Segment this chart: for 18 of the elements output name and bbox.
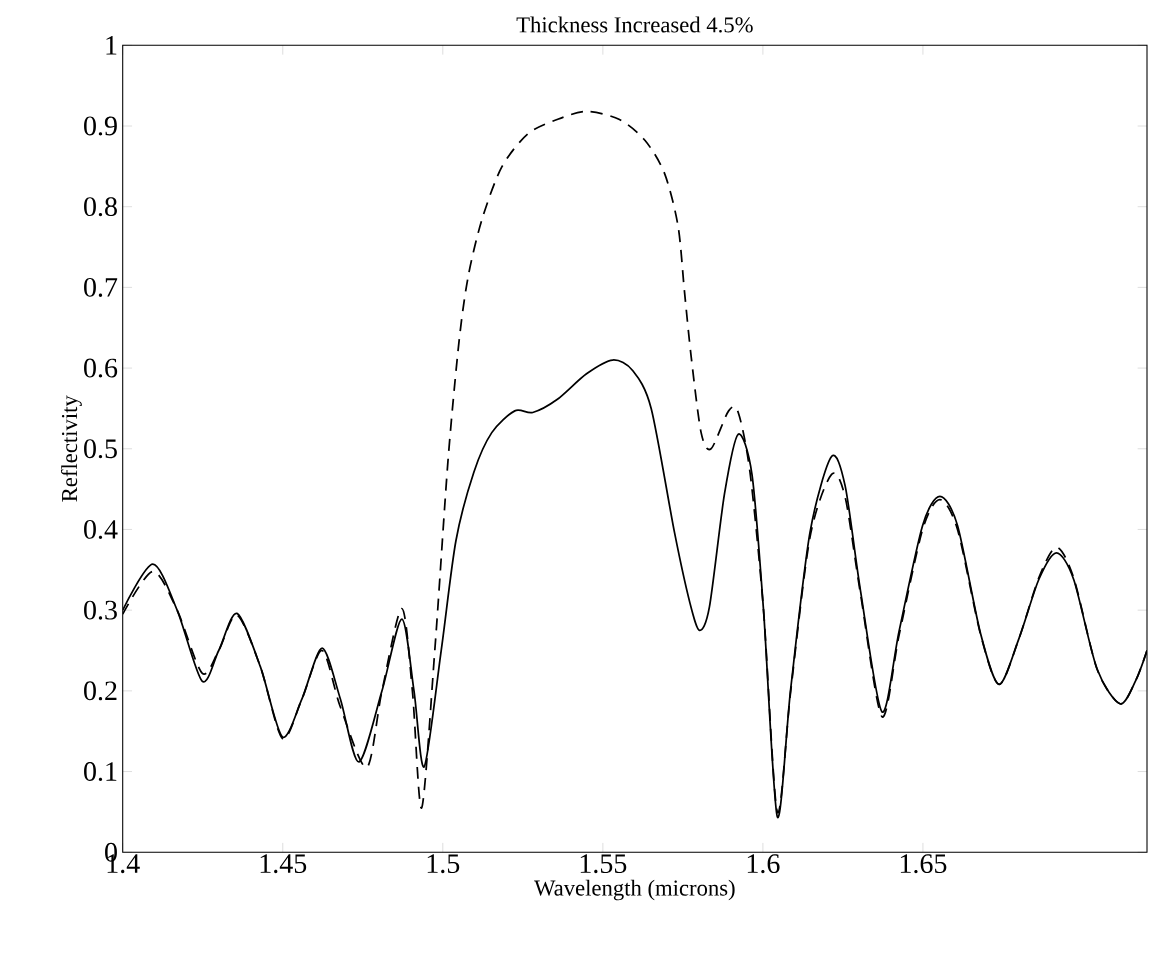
x-tick-label: 1.5: [427, 854, 460, 874]
y-tick-label: 0.7: [84, 277, 118, 297]
y-axis-title: Reflectivity: [60, 395, 82, 502]
y-tick-label: 0.4: [84, 519, 118, 539]
y-tick-label: 0.2: [84, 681, 117, 701]
chart-title: Thickness Increased 4.5%: [516, 16, 753, 33]
y-tick-label: 0.3: [84, 600, 117, 620]
y-tick-label: 0.8: [84, 197, 117, 217]
x-tick-label: 1.6: [747, 854, 780, 874]
x-axis-title: Wavelength (microns): [534, 879, 735, 901]
y-tick-label: 1: [106, 35, 117, 55]
y-tick-label: 0.6: [84, 358, 118, 378]
x-tick-label: 1.55: [580, 854, 627, 874]
y-tick-label: 0.9: [84, 116, 117, 136]
x-tick-label: 1.45: [260, 854, 307, 874]
y-tick-label: 0.5: [84, 439, 117, 459]
x-tick-label: 1.65: [900, 854, 947, 874]
y-tick-label: 0.1: [84, 761, 117, 781]
